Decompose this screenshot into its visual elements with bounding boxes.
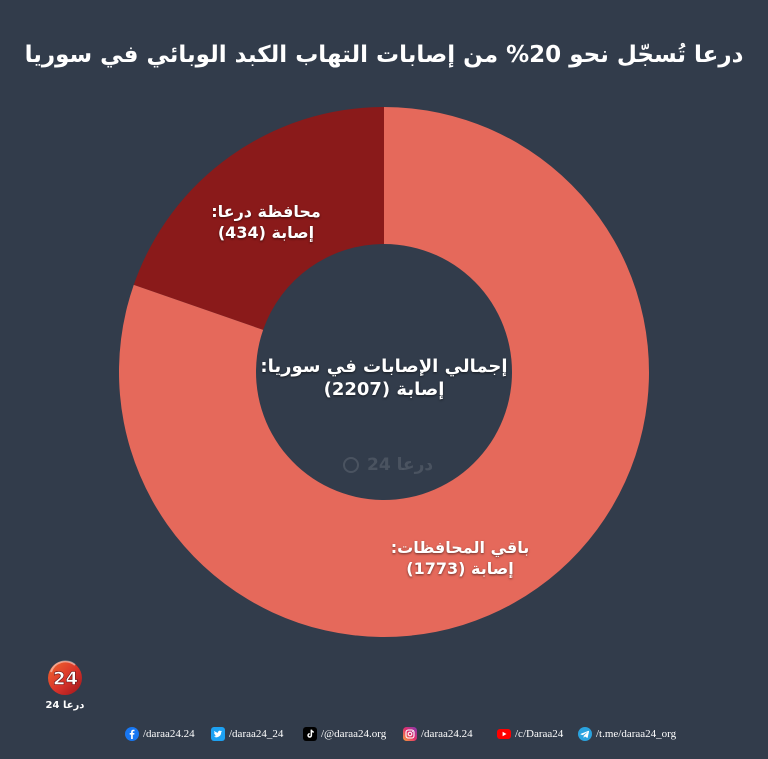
- social-youtube[interactable]: /c/Daraa24: [497, 727, 563, 741]
- social-instagram[interactable]: /daraa24.24: [403, 727, 473, 741]
- daraa-data-label: محافظة درعا: (434) إصابة: [211, 201, 321, 243]
- daraa24-logo-icon: [343, 457, 359, 473]
- other-provinces-category-label: باقي المحافظات:: [390, 538, 530, 557]
- other-provinces-value-label: (1773) إصابة: [406, 559, 514, 578]
- telegram-handle[interactable]: /t.me/daraa24_org: [596, 728, 677, 740]
- youtube-handle[interactable]: /c/Daraa24: [515, 728, 564, 740]
- other-provinces-data-label: باقي المحافظات: (1773) إصابة: [391, 537, 530, 579]
- logo-number: 24: [53, 669, 78, 690]
- center-label-text: إجمالي الإصابات في سوريا:: [260, 356, 508, 377]
- facebook-icon: [125, 727, 139, 741]
- instagram-handle[interactable]: /daraa24.24: [421, 728, 473, 740]
- other-provinces-slice: [118, 107, 649, 637]
- social-twitter[interactable]: /daraa24_24: [211, 727, 283, 741]
- watermark: درعا 24: [343, 454, 433, 476]
- social-tiktok[interactable]: /@daraa24.org: [303, 727, 386, 741]
- youtube-icon: [497, 727, 511, 741]
- tiktok-icon: [303, 727, 317, 741]
- twitter-handle[interactable]: /daraa24_24: [229, 728, 284, 740]
- daraa-slice: [133, 106, 384, 330]
- chart-title: درعا تُسجّل نحو 20% من إصابات التهاب الك…: [24, 42, 744, 68]
- tiktok-handle[interactable]: /@daraa24.org: [321, 728, 387, 740]
- twitter-icon: [211, 727, 225, 741]
- daraa-category-label: محافظة درعا:: [211, 202, 321, 221]
- daraa-value-label: (434) إصابة: [217, 223, 315, 242]
- facebook-handle[interactable]: /daraa24.24: [143, 728, 195, 740]
- telegram-icon: [578, 727, 592, 741]
- instagram-icon: [403, 727, 417, 741]
- title-bar: درعا تُسجّل نحو 20% من إصابات التهاب الك…: [0, 36, 768, 76]
- center-total-label: إجمالي الإصابات في سوريا: (2207) إصابة: [260, 355, 507, 401]
- social-facebook[interactable]: /daraa24.24: [125, 727, 195, 741]
- brand-name: درعا 24: [45, 700, 85, 711]
- daraa24-logo-icon: 24: [48, 660, 82, 695]
- center-label-value: (2207) إصابة: [323, 379, 445, 400]
- social-telegram[interactable]: /t.me/daraa24_org: [578, 727, 676, 741]
- brand-logo: 24 درعا 24: [45, 658, 85, 712]
- watermark-text: درعا 24: [367, 455, 434, 475]
